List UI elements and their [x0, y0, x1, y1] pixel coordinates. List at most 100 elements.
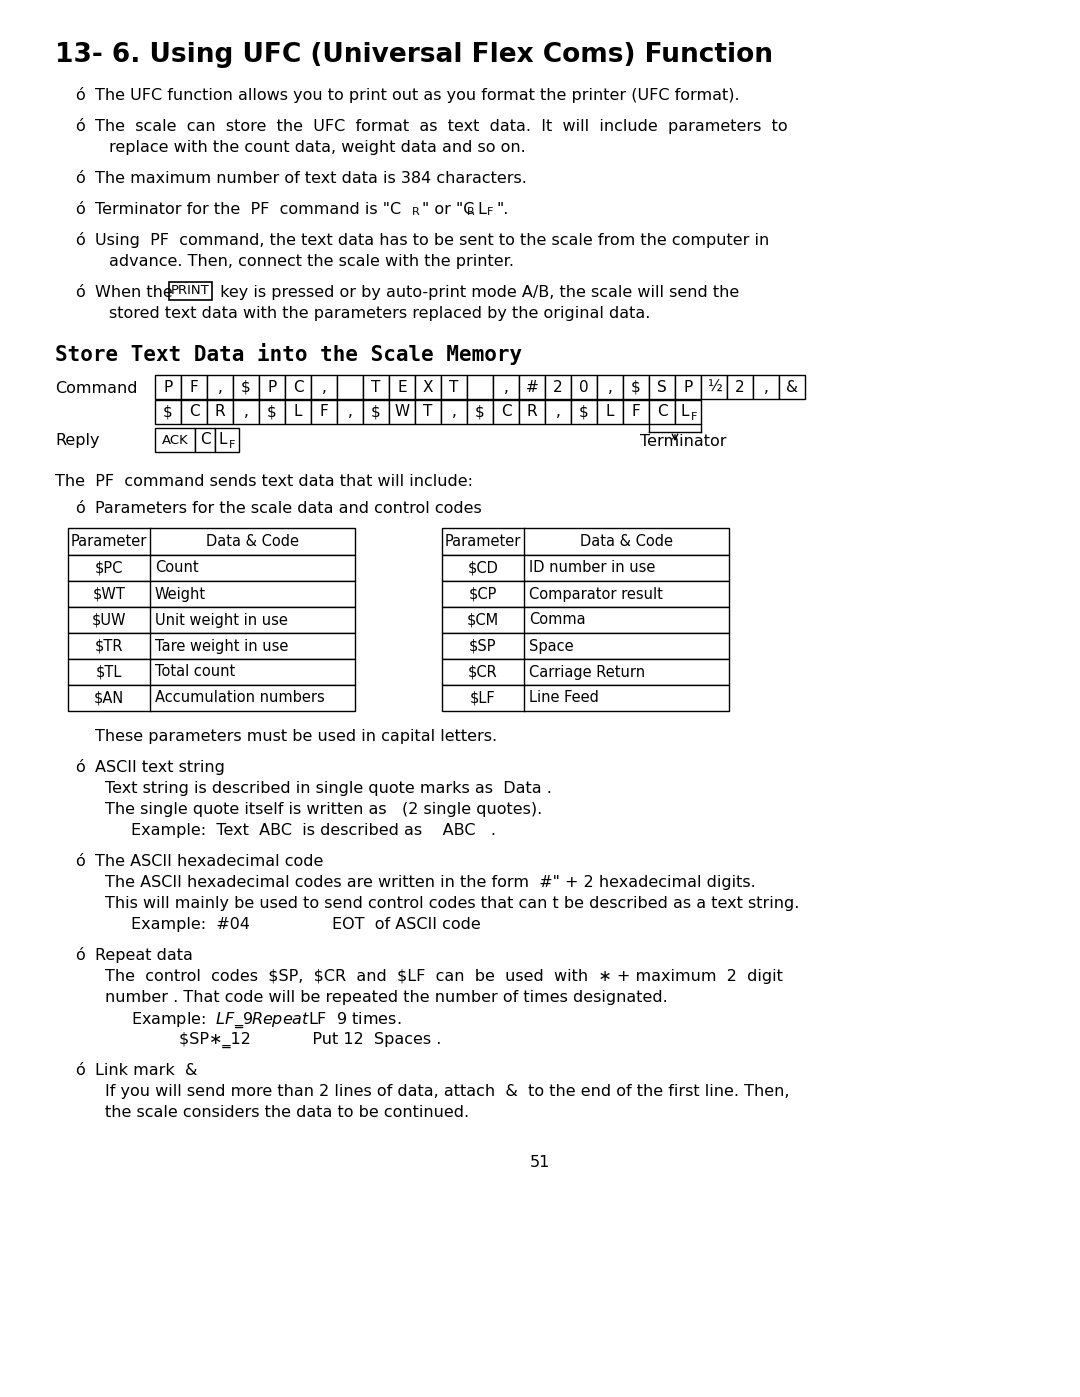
- Text: $TR: $TR: [95, 638, 123, 654]
- Bar: [492, 374, 519, 400]
- Bar: [415, 374, 441, 400]
- Bar: [389, 400, 415, 425]
- Bar: [215, 427, 239, 453]
- Bar: [68, 633, 355, 659]
- Text: ó: ó: [75, 88, 84, 103]
- Bar: [623, 374, 649, 400]
- Text: F: F: [320, 405, 328, 419]
- Text: $SP: $SP: [469, 638, 497, 654]
- Text: 0: 0: [579, 380, 589, 394]
- Bar: [753, 374, 779, 400]
- Text: C: C: [189, 405, 200, 419]
- Bar: [285, 400, 311, 425]
- Bar: [181, 400, 207, 425]
- Text: $: $: [475, 405, 485, 419]
- Text: The  scale  can  store  the  UFC  format  as  text  data.  It  will  include  pa: The scale can store the UFC format as te…: [95, 119, 787, 134]
- Text: Command: Command: [55, 381, 137, 395]
- Bar: [259, 400, 285, 425]
- Text: number . That code will be repeated the number of times designated.: number . That code will be repeated the …: [105, 990, 667, 1004]
- Text: Space: Space: [529, 638, 573, 654]
- Text: The  PF  command sends text data that will include:: The PF command sends text data that will…: [55, 474, 473, 489]
- Text: ,: ,: [244, 405, 248, 419]
- Text: Parameter: Parameter: [445, 534, 522, 549]
- Bar: [337, 374, 363, 400]
- Text: stored text data with the parameters replaced by the original data.: stored text data with the parameters rep…: [109, 306, 650, 321]
- Text: L: L: [218, 433, 227, 447]
- Text: C: C: [200, 433, 211, 447]
- Bar: [441, 374, 467, 400]
- Bar: [675, 400, 701, 425]
- Bar: [467, 400, 492, 425]
- Text: $PC: $PC: [95, 560, 123, 576]
- Text: ,: ,: [608, 380, 612, 394]
- Text: P: P: [684, 380, 692, 394]
- Text: ".: ".: [497, 203, 510, 217]
- Text: S: S: [657, 380, 666, 394]
- Text: Terminator for the  PF  command is "C: Terminator for the PF command is "C: [95, 203, 401, 217]
- Text: ½: ½: [706, 380, 721, 394]
- Bar: [442, 581, 729, 608]
- Bar: [571, 400, 597, 425]
- Text: When the: When the: [95, 285, 178, 300]
- Text: ó: ó: [75, 119, 84, 134]
- Bar: [519, 400, 545, 425]
- Text: Store Text Data into the Scale Memory: Store Text Data into the Scale Memory: [55, 344, 522, 365]
- Text: L: L: [680, 405, 689, 419]
- Text: Example:  Text  ABC  is described as    ABC   .: Example: Text ABC is described as ABC .: [131, 823, 496, 838]
- Text: Total count: Total count: [156, 665, 235, 679]
- Text: " or "C: " or "C: [422, 203, 474, 217]
- Text: T: T: [423, 405, 433, 419]
- Bar: [441, 400, 467, 425]
- Text: $: $: [163, 405, 173, 419]
- Text: E: E: [397, 380, 407, 394]
- Text: Data & Code: Data & Code: [580, 534, 673, 549]
- Text: $UW: $UW: [92, 612, 126, 627]
- Text: $CP: $CP: [469, 587, 497, 602]
- Text: R: R: [215, 405, 226, 419]
- Bar: [68, 581, 355, 608]
- Text: $TL: $TL: [96, 665, 122, 679]
- Text: The UFC function allows you to print out as you format the printer (UFC format).: The UFC function allows you to print out…: [95, 88, 740, 103]
- Text: Carriage Return: Carriage Return: [529, 665, 645, 679]
- Text: ,: ,: [451, 405, 457, 419]
- Text: $LF: $LF: [470, 690, 496, 705]
- Text: key is pressed or by auto-print mode A/B, the scale will send the: key is pressed or by auto-print mode A/B…: [215, 285, 739, 300]
- Text: The ASCII hexadecimal code: The ASCII hexadecimal code: [95, 854, 323, 869]
- Bar: [181, 374, 207, 400]
- Text: T: T: [372, 380, 380, 394]
- Text: #: #: [526, 380, 538, 394]
- Text: ó: ó: [75, 1063, 84, 1078]
- Text: &: &: [786, 380, 798, 394]
- Text: $: $: [631, 380, 640, 394]
- Text: replace with the count data, weight data and so on.: replace with the count data, weight data…: [109, 140, 526, 155]
- Text: P: P: [268, 380, 276, 394]
- Bar: [68, 685, 355, 711]
- Bar: [68, 659, 355, 685]
- Bar: [207, 374, 233, 400]
- Bar: [68, 608, 355, 633]
- Text: $: $: [241, 380, 251, 394]
- Text: ,: ,: [217, 380, 222, 394]
- Text: L: L: [294, 405, 302, 419]
- Bar: [442, 659, 729, 685]
- Text: Comparator result: Comparator result: [529, 587, 663, 602]
- Text: R: R: [411, 207, 420, 217]
- Text: ó: ó: [75, 760, 84, 775]
- Text: R: R: [467, 207, 475, 217]
- Bar: [442, 608, 729, 633]
- Bar: [311, 374, 337, 400]
- Text: ,: ,: [348, 405, 352, 419]
- Bar: [442, 685, 729, 711]
- Text: L: L: [606, 405, 615, 419]
- Bar: [337, 400, 363, 425]
- Text: F: F: [229, 440, 235, 450]
- Text: ó: ó: [75, 502, 84, 515]
- Text: ID number in use: ID number in use: [529, 560, 656, 576]
- Bar: [442, 633, 729, 659]
- Text: Unit weight in use: Unit weight in use: [156, 612, 288, 627]
- Text: Repeat data: Repeat data: [95, 949, 193, 963]
- Text: Count: Count: [156, 560, 199, 576]
- Text: Example:  $LF‗9                Repeat  $LF  9 times.: Example: $LF‗9 Repeat $LF 9 times.: [131, 1011, 402, 1031]
- Text: X: X: [422, 380, 433, 394]
- Text: $AN: $AN: [94, 690, 124, 705]
